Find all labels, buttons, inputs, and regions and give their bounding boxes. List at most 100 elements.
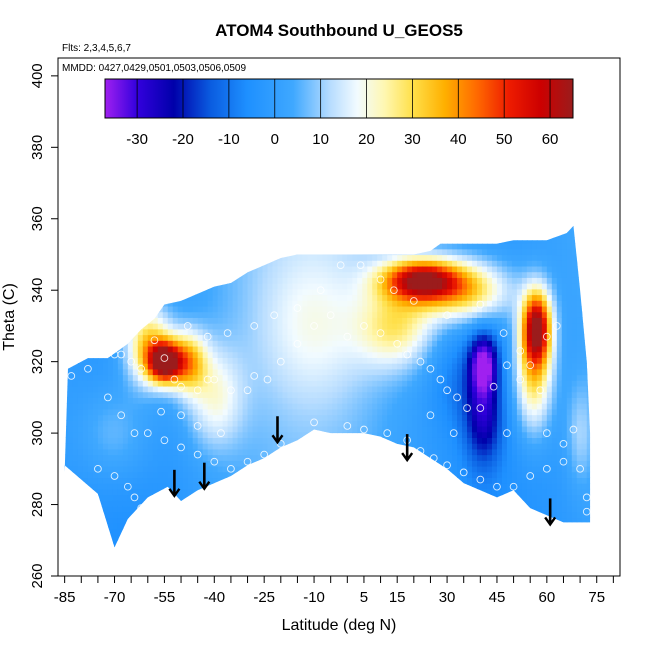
heatmap-cell bbox=[367, 385, 373, 393]
heatmap-cell bbox=[277, 300, 284, 307]
heatmap-cell bbox=[372, 283, 378, 290]
heatmap-cell bbox=[367, 471, 373, 479]
heatmap-cell bbox=[198, 209, 204, 215]
heatmap-cell bbox=[447, 545, 453, 548]
heatmap-cell bbox=[337, 305, 343, 313]
heatmap-cell bbox=[227, 477, 234, 484]
heatmap-cell bbox=[147, 500, 154, 507]
heatmap-cell bbox=[287, 545, 294, 548]
heatmap-cell bbox=[262, 345, 269, 353]
heatmap-cell bbox=[197, 523, 204, 530]
heatmap-cell bbox=[357, 545, 363, 548]
heatmap-cell bbox=[122, 345, 129, 353]
heatmap-cell bbox=[97, 368, 104, 376]
heatmap-cell bbox=[287, 454, 294, 461]
heatmap-cell bbox=[267, 465, 274, 473]
heatmap-cell bbox=[307, 563, 313, 569]
heatmap-cell bbox=[267, 391, 274, 398]
heatmap-cell bbox=[322, 271, 328, 278]
heatmap-cell bbox=[198, 557, 204, 563]
heatmap-cell bbox=[317, 248, 323, 256]
heatmap-cell bbox=[137, 305, 144, 313]
heatmap-cell bbox=[347, 363, 353, 370]
heatmap-cell bbox=[297, 391, 304, 398]
heatmap-cell bbox=[177, 437, 184, 444]
heatmap-cell bbox=[64, 283, 69, 290]
heatmap-cell bbox=[372, 231, 378, 238]
heatmap-cell bbox=[362, 328, 368, 336]
heatmap-cell bbox=[202, 431, 209, 438]
heatmap-cell bbox=[82, 237, 89, 244]
heatmap-cell bbox=[382, 431, 388, 438]
heatmap-cell bbox=[442, 248, 448, 256]
heatmap-cell bbox=[207, 363, 214, 370]
heatmap-cell bbox=[272, 368, 279, 376]
heatmap-cell bbox=[227, 374, 234, 381]
heatmap-cell bbox=[447, 265, 453, 273]
heatmap-cell bbox=[147, 374, 154, 381]
heatmap-cell bbox=[118, 557, 124, 563]
heatmap-cell bbox=[267, 357, 274, 364]
heatmap-cell bbox=[317, 323, 323, 330]
heatmap-cell bbox=[277, 471, 284, 479]
heatmap-cell bbox=[122, 465, 129, 473]
heatmap-cell bbox=[192, 334, 199, 341]
heatmap-cell bbox=[332, 505, 338, 513]
heatmap-cell bbox=[64, 408, 69, 416]
heatmap-cell bbox=[187, 237, 194, 244]
heatmap-cell bbox=[177, 277, 184, 284]
heatmap-cell bbox=[287, 460, 294, 467]
heatmap-cell bbox=[267, 397, 274, 404]
heatmap-cell bbox=[447, 323, 453, 330]
heatmap-cell bbox=[332, 288, 338, 296]
heatmap-cell bbox=[257, 454, 264, 461]
heatmap-cell bbox=[167, 408, 174, 416]
heatmap-cell bbox=[142, 248, 149, 256]
heatmap-cell bbox=[322, 265, 328, 273]
heatmap-cell bbox=[332, 408, 338, 416]
heatmap-cell bbox=[137, 460, 144, 467]
heatmap-cell bbox=[107, 460, 114, 467]
heatmap-cell bbox=[262, 254, 269, 261]
heatmap-cell bbox=[417, 528, 423, 536]
heatmap-cell bbox=[82, 254, 89, 261]
heatmap-cell bbox=[127, 328, 134, 336]
heatmap-cell bbox=[422, 254, 428, 261]
heatmap-cell bbox=[147, 471, 154, 479]
heatmap-cell bbox=[372, 477, 378, 484]
heatmap-cell bbox=[142, 443, 149, 450]
heatmap-cell bbox=[58, 523, 64, 529]
heatmap-cell bbox=[64, 477, 69, 484]
heatmap-cell bbox=[397, 391, 403, 398]
heatmap-cell bbox=[327, 397, 333, 404]
heatmap-cell bbox=[442, 305, 448, 313]
heatmap-cell bbox=[367, 517, 373, 524]
heatmap-cell bbox=[277, 540, 284, 547]
heatmap-cell bbox=[422, 225, 428, 227]
heatmap-cell bbox=[127, 540, 134, 547]
heatmap-cell bbox=[332, 380, 338, 387]
heatmap-cell bbox=[442, 431, 448, 438]
heatmap-cell bbox=[67, 408, 74, 416]
heatmap-cell bbox=[112, 494, 119, 501]
heatmap-cell bbox=[262, 511, 269, 519]
heatmap-cell bbox=[187, 483, 194, 490]
heatmap-cell bbox=[297, 460, 304, 467]
heatmap-cell bbox=[82, 477, 89, 484]
heatmap-cell bbox=[382, 300, 388, 307]
heatmap-cell bbox=[72, 443, 79, 450]
heatmap-cell bbox=[102, 260, 109, 267]
heatmap-cell bbox=[92, 305, 99, 313]
heatmap-cell bbox=[297, 517, 304, 524]
heatmap-cell bbox=[102, 437, 109, 444]
heatmap-cell bbox=[277, 483, 284, 490]
heatmap-cell bbox=[223, 552, 229, 558]
heatmap-cell bbox=[397, 540, 403, 547]
heatmap-cell bbox=[82, 328, 89, 336]
heatmap-cell bbox=[242, 340, 249, 347]
heatmap-cell bbox=[252, 414, 259, 421]
heatmap-cell bbox=[107, 323, 114, 330]
heatmap-cell bbox=[177, 334, 184, 341]
heatmap-cell bbox=[427, 545, 433, 548]
heatmap-cell bbox=[192, 517, 199, 524]
